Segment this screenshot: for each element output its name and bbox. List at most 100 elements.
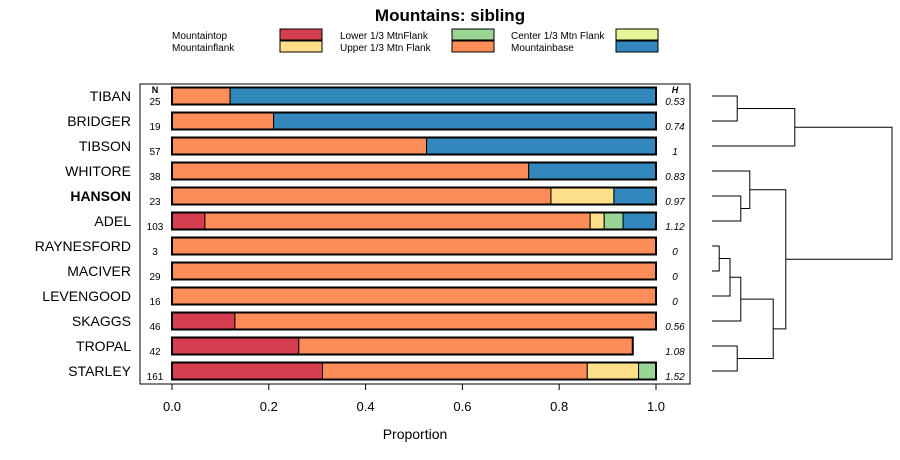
bar-segment-upper-1-3-mtn-flank [171,262,657,280]
row-h-value: 0.83 [665,172,685,183]
row-whitore: WHITORE 38 0.83 [65,161,685,183]
bar-outline [171,136,657,156]
bar-segment-upper-1-3-mtn-flank [322,362,588,380]
row-n-value: 42 [149,347,161,358]
bar-outline [171,236,657,256]
row-label: MACIVER [67,263,131,279]
row-levengood: LEVENGOOD 16 0 [42,286,678,308]
dendrogram-branch-c [712,195,742,222]
bar-outline [171,161,657,181]
x-tick-label: 0.0 [163,399,181,414]
row-label: HANSON [70,188,131,204]
row-n-value: 29 [149,272,161,283]
bar-outline [171,361,657,381]
x-tick-label: 1.0 [647,399,665,414]
row-label: RAYNESFORD [35,238,131,254]
row-h-value: 1.52 [665,372,685,383]
x-tick-0-2: 0.2 [260,384,278,414]
legend-label: Upper 1/3 Mtn Flank [340,43,432,54]
row-n-value: 16 [149,297,161,308]
row-h-value: 0.56 [665,322,685,333]
row-starley: STARLEY 161 1.52 [68,361,685,383]
column-headers: N H [152,85,679,95]
dendrogram-branch-j [749,189,787,330]
plot-frame [139,83,691,385]
row-n-value: 38 [149,172,161,183]
dendrogram-branch-k [785,126,893,260]
row-raynesford: RAYNESFORD 3 0 [35,236,678,258]
dendrogram-branch-i [737,298,774,359]
bar-segment-lower-1-3-mtnflank [603,212,624,230]
bar-segment-upper-1-3-mtn-flank [171,112,275,130]
legend-swatch [279,28,323,41]
bar-outline [171,111,657,131]
legend-swatch [615,40,659,53]
legend-label: Lower 1/3 MtnFlank [340,31,429,42]
bar-segment-upper-1-3-mtn-flank [171,137,428,155]
bar-outline [171,86,657,106]
dendrogram-branch-f [712,258,731,297]
bar-outline [171,261,657,281]
bar-segment-mountainbase [229,87,657,105]
x-axis: 0.0 0.2 0.4 0.6 0.8 1.0 [163,384,665,414]
row-label: STARLEY [68,363,131,379]
row-tropal: TROPAL 42 1.08 [76,336,685,358]
legend-label: Mountaintop [172,31,227,42]
x-tick-label: 0.8 [550,399,568,414]
bar-segment-mountainflank [586,362,640,380]
row-h-value: 0 [672,272,678,283]
row-skaggs: SKAGGS 46 0.56 [72,311,685,333]
row-label: WHITORE [65,163,131,179]
bar-segment-mountainbase [273,112,657,130]
legend-item-mountainbase: Mountainbase [511,40,659,54]
x-tick-label: 0.6 [453,399,471,414]
bar-segment-mountainbase [622,212,657,230]
bar-rows: TIBAN 25 0.53 BRIDGER 19 0.74 TIBSON 57 1 WHITORE… [35,86,685,383]
x-axis-label: Proportion [383,426,448,442]
row-h-value: 1.12 [665,222,685,233]
legend-item-mountainflank: Mountainflank [172,40,323,54]
row-h-value: 0.53 [665,97,685,108]
x-tick-label: 0.2 [260,399,278,414]
row-tibson: TIBSON 57 1 [79,136,678,158]
bar-segment-mountainflank [589,212,605,230]
legend-swatch [451,40,495,53]
row-h-value: 0 [672,297,678,308]
legend-item-lower-1-3-mtnflank: Lower 1/3 MtnFlank [340,28,495,42]
bar-outline [171,286,657,306]
dendrogram [712,95,893,372]
bar-segment-mountaintop [171,337,300,355]
dendrogram-branch-h [712,345,738,372]
row-n-value: 19 [149,122,161,133]
n-column-header: N [152,85,159,95]
row-h-value: 0 [672,247,678,258]
row-h-value: 1 [672,147,678,158]
row-h-value: 1.08 [665,347,685,358]
bar-segment-upper-1-3-mtn-flank [171,187,552,205]
bar-segment-mountainflank [550,187,615,205]
x-tick-label: 0.4 [357,399,375,414]
legend-label: Mountainflank [172,43,235,54]
bar-segment-upper-1-3-mtn-flank [298,337,634,355]
row-n-value: 23 [149,197,161,208]
row-n-value: 3 [152,247,158,258]
row-tiban: TIBAN 25 0.53 [90,86,685,108]
row-n-value: 25 [149,97,161,108]
bar-segment-mountainbase [613,187,657,205]
legend-label: Mountainbase [511,43,574,54]
x-tick-0-4: 0.4 [357,384,375,414]
bar-outline [171,186,657,206]
bar-segment-upper-1-3-mtn-flank [204,212,591,230]
row-h-value: 0.97 [665,197,685,208]
bar-outline [171,311,657,331]
x-tick-1-0: 1.0 [647,384,665,414]
legend-swatch [615,28,659,41]
legend-swatch [451,28,495,41]
x-tick-0-8: 0.8 [550,384,568,414]
bar-segment-upper-1-3-mtn-flank [171,237,657,255]
row-n-value: 161 [147,372,164,383]
legend-item-center-1-3-mtn-flank: Center 1/3 Mtn Flank [511,28,659,42]
row-hanson: HANSON 23 0.97 [70,186,685,208]
